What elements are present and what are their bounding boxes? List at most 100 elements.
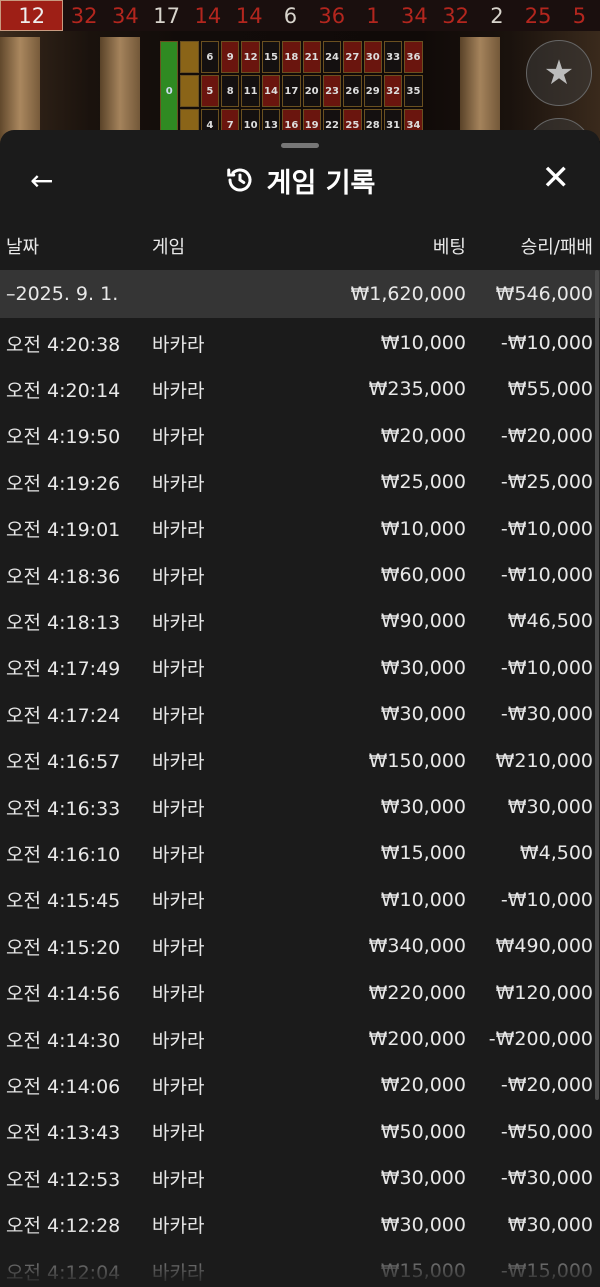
result-number: 32 bbox=[70, 3, 98, 28]
row-game: 바카라 bbox=[152, 333, 205, 356]
board-cell: 27 bbox=[343, 41, 362, 73]
row-bet: ₩10,000 bbox=[380, 888, 466, 911]
row-time: 오전 4:20:14 bbox=[6, 379, 121, 402]
row-time: 오전 4:15:45 bbox=[6, 890, 121, 913]
board-cell: 24 bbox=[322, 41, 342, 73]
row-bet: ₩30,000 bbox=[380, 656, 466, 679]
board-cell: 15 bbox=[261, 41, 281, 73]
history-row[interactable]: 오전 4:15:45 바카라 ₩10,000 -₩10,000 bbox=[0, 877, 600, 923]
drag-handle[interactable] bbox=[281, 143, 319, 148]
row-result: -₩30,000 bbox=[500, 1167, 593, 1190]
result-number: 25 bbox=[524, 3, 552, 28]
result-number: 6 bbox=[283, 3, 298, 28]
history-row[interactable]: 오전 4:18:13 바카라 ₩90,000 ₩46,500 bbox=[0, 598, 600, 644]
row-time: 오전 4:13:43 bbox=[6, 1122, 121, 1145]
history-row[interactable]: 오전 4:15:20 바카라 ₩340,000 ₩490,000 bbox=[0, 923, 600, 969]
arrow-left-icon[interactable]: ← bbox=[30, 164, 54, 197]
history-row[interactable]: 오전 4:20:14 바카라 ₩235,000 ₩55,000 bbox=[0, 366, 600, 412]
row-result: ₩120,000 bbox=[495, 981, 593, 1004]
row-game: 바카라 bbox=[152, 936, 205, 959]
board-cell: 8 bbox=[221, 75, 240, 107]
row-game: 바카라 bbox=[152, 1075, 205, 1098]
row-bet: ₩15,000 bbox=[380, 842, 466, 865]
row-time: 오전 4:14:56 bbox=[6, 983, 121, 1006]
board-cell: 18 bbox=[282, 41, 301, 73]
summary-date: –2025. 9. 1. bbox=[6, 283, 119, 305]
result-number: 34 bbox=[111, 3, 139, 28]
row-time: 오전 4:18:13 bbox=[6, 611, 121, 634]
row-bet: ₩60,000 bbox=[380, 564, 466, 586]
row-bet: ₩20,000 bbox=[380, 424, 466, 447]
result-number: 14 bbox=[194, 3, 222, 28]
result-number: 17 bbox=[153, 3, 180, 28]
board-cell: 30 bbox=[363, 41, 382, 73]
page-title: 게임 기록 bbox=[225, 161, 375, 200]
board-cell: 36 bbox=[404, 41, 423, 73]
history-row[interactable]: 오전 4:12:53 바카라 ₩30,000 -₩30,000 bbox=[0, 1155, 600, 1201]
col-result: 승리/패배 bbox=[520, 237, 593, 258]
row-time: 오전 4:16:10 bbox=[6, 843, 121, 866]
row-game: 바카라 bbox=[152, 426, 205, 449]
board-cell: 32 bbox=[383, 75, 403, 107]
history-row[interactable]: 오전 4:20:38 바카라 ₩10,000 -₩10,000 bbox=[0, 320, 600, 366]
history-row[interactable]: 오전 4:17:24 바카라 ₩30,000 -₩30,000 bbox=[0, 691, 600, 737]
col-game: 게임 bbox=[152, 237, 186, 258]
date-summary-row[interactable]: –2025. 9. 1. ₩1,620,000 ₩546,000 bbox=[0, 270, 600, 318]
board-cell: 29 bbox=[363, 75, 382, 107]
row-result: -₩20,000 bbox=[500, 424, 593, 447]
close-icon[interactable]: ✕ bbox=[541, 158, 571, 198]
row-result: ₩30,000 bbox=[507, 796, 593, 818]
board-cell: 11 bbox=[241, 75, 260, 107]
row-game: 바카라 bbox=[152, 843, 205, 866]
history-row[interactable]: 오전 4:17:49 바카라 ₩30,000 -₩10,000 bbox=[0, 645, 600, 691]
row-bet: ₩10,000 bbox=[380, 517, 466, 540]
row-result: -₩20,000 bbox=[500, 1074, 593, 1097]
history-row[interactable]: 오전 4:19:26 바카라 ₩25,000 -₩25,000 bbox=[0, 459, 600, 505]
row-result: -₩10,000 bbox=[500, 517, 593, 540]
result-number: 12 bbox=[0, 0, 64, 31]
row-game: 바카라 bbox=[152, 658, 205, 681]
history-row[interactable]: 오전 4:16:57 바카라 ₩150,000 ₩210,000 bbox=[0, 738, 600, 784]
history-row[interactable]: 오전 4:19:01 바카라 ₩10,000 -₩10,000 bbox=[0, 506, 600, 552]
row-bet: ₩340,000 bbox=[368, 935, 466, 958]
row-result: -₩10,000 bbox=[500, 564, 593, 586]
favorite-button[interactable]: ★ bbox=[526, 40, 592, 106]
history-row[interactable]: 오전 4:18:36 바카라 ₩60,000 -₩10,000 bbox=[0, 552, 600, 598]
history-row[interactable]: 오전 4:13:43 바카라 ₩50,000 -₩50,000 bbox=[0, 1109, 600, 1155]
row-game: 바카라 bbox=[152, 890, 205, 913]
history-row[interactable]: 오전 4:14:56 바카라 ₩220,000 ₩120,000 bbox=[0, 970, 600, 1016]
row-game: 바카라 bbox=[152, 565, 205, 588]
history-row[interactable]: 오전 4:19:50 바카라 ₩20,000 -₩20,000 bbox=[0, 413, 600, 459]
board-gold-cell bbox=[180, 75, 199, 107]
row-result: ₩46,500 bbox=[507, 610, 593, 633]
row-time: 오전 4:16:57 bbox=[6, 751, 121, 774]
scrollbar[interactable] bbox=[595, 270, 599, 1100]
history-row[interactable]: 오전 4:14:06 바카라 ₩20,000 -₩20,000 bbox=[0, 1062, 600, 1108]
summary-result: ₩546,000 bbox=[495, 283, 593, 305]
row-time: 오전 4:18:36 bbox=[6, 565, 121, 588]
row-time: 오전 4:16:33 bbox=[6, 797, 121, 820]
history-icon bbox=[226, 168, 252, 192]
result-number: 5 bbox=[572, 3, 587, 28]
history-row[interactable]: 오전 4:14:30 바카라 ₩200,000 -₩200,000 bbox=[0, 1016, 600, 1062]
col-date: 날짜 bbox=[6, 237, 40, 258]
row-time: 오전 4:12:53 bbox=[6, 1168, 121, 1191]
recent-results-bar: 12 32 34 17 14 14 6 36 1 34 32 2 25 5 bbox=[0, 0, 600, 31]
row-game: 바카라 bbox=[152, 519, 205, 542]
row-result: -₩200,000 bbox=[488, 1028, 593, 1050]
row-bet: ₩220,000 bbox=[368, 981, 466, 1004]
row-game: 바카라 bbox=[152, 1168, 205, 1191]
roulette-background: 0 6 9 12 15 18 21 24 27 30 33 36 5 8 11 14 17 20 23 26 29 32 3… bbox=[0, 31, 600, 147]
board-cell: 12 bbox=[241, 41, 260, 73]
result-number: 32 bbox=[442, 3, 469, 28]
row-game: 바카라 bbox=[152, 1122, 205, 1145]
board-cell: 6 bbox=[200, 41, 220, 73]
board-cell: 23 bbox=[322, 75, 342, 107]
history-row[interactable]: 오전 4:16:33 바카라 ₩30,000 ₩30,000 bbox=[0, 784, 600, 830]
row-result: ₩490,000 bbox=[495, 935, 593, 958]
row-result: ₩4,500 bbox=[519, 842, 593, 865]
row-time: 오전 4:14:30 bbox=[6, 1029, 121, 1052]
roulette-board: 0 6 9 12 15 18 21 24 27 30 33 36 5 8 11 14 17 20 23 26 29 32 3… bbox=[160, 41, 443, 141]
board-cell: 9 bbox=[221, 41, 240, 73]
history-row[interactable]: 오전 4:16:10 바카라 ₩15,000 ₩4,500 bbox=[0, 830, 600, 876]
